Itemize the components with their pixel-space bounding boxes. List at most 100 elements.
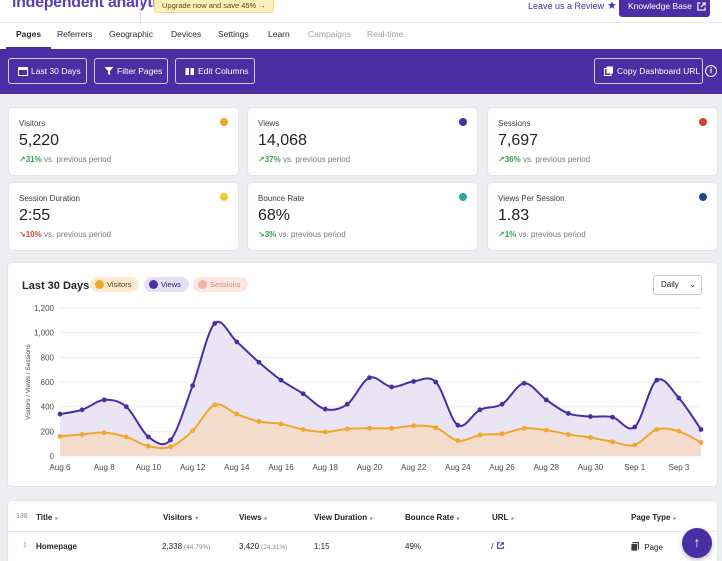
stat-comparison: ↘10% vs. previous period	[19, 230, 111, 239]
columns-icon	[185, 68, 194, 75]
column-header-page-type[interactable]: Page Type ▸	[631, 513, 676, 522]
tab-learn[interactable]: Learn	[268, 29, 290, 39]
stat-change: 3%	[264, 230, 277, 239]
info-icon[interactable]: i	[705, 65, 717, 77]
tab-campaigns[interactable]: Campaigns	[308, 29, 351, 39]
knowledge-base-label: Knowledge Base	[628, 1, 692, 11]
views-point	[256, 359, 262, 365]
stat-change: 10%	[25, 230, 42, 239]
tab-devices[interactable]: Devices	[171, 29, 202, 39]
leave-review-link[interactable]: Leave us a Review ★	[528, 0, 617, 12]
visitors-point	[322, 429, 328, 435]
x-tick-label: Sep 3	[668, 463, 689, 472]
page-title-cell[interactable]: Homepage	[36, 542, 77, 551]
visitors-point	[123, 434, 129, 440]
star-icon: ★	[607, 0, 617, 12]
x-tick-label: Aug 26	[489, 463, 515, 472]
y-tick-label: 600	[41, 378, 55, 387]
column-header-view-duration[interactable]: View Duration ▸	[314, 513, 373, 522]
knowledge-base-button[interactable]: Knowledge Base	[619, 0, 710, 17]
x-tick-label: Sep 1	[624, 463, 645, 472]
views-point	[610, 414, 615, 420]
column-header-title[interactable]: Title ▸	[36, 513, 58, 522]
stat-change: 36%	[504, 155, 521, 164]
page-type-value: Page	[644, 543, 663, 552]
stat-value: 14,068	[258, 132, 307, 149]
legend-views[interactable]: Views	[144, 277, 189, 292]
visitors-point	[389, 425, 394, 431]
views-value: 3,420	[239, 542, 260, 551]
interval-select[interactable]: Daily ⌄	[653, 275, 702, 295]
views-point	[123, 404, 129, 410]
stat-card-sessions: Sessions 7,697 ↗36% vs. previous period	[488, 108, 717, 175]
edit-columns-button[interactable]: Edit Columns	[175, 58, 255, 84]
visitors-point	[190, 428, 196, 434]
stat-comparison: ↗1% vs. previous period	[498, 230, 586, 239]
header-label: Page Type	[631, 513, 671, 522]
views-point	[234, 339, 240, 345]
filter-pages-label: Filter Pages	[117, 66, 163, 76]
column-header-url[interactable]: URL ▸	[492, 513, 514, 522]
legend-dot	[149, 280, 158, 289]
x-tick-label: Aug 8	[94, 463, 115, 472]
review-label: Leave us a Review	[528, 1, 605, 11]
column-header-bounce-rate[interactable]: Bounce Rate ▸	[405, 513, 460, 522]
stat-label: Sessions	[498, 119, 531, 128]
column-header-visitors[interactable]: Visitors ▾	[163, 513, 198, 522]
views-point	[455, 422, 461, 428]
upgrade-banner[interactable]: Upgrade now and save 45% →	[154, 0, 274, 13]
tab-referrers[interactable]: Referrers	[57, 29, 93, 39]
scroll-to-top-button[interactable]: ↑	[682, 528, 712, 558]
visitors-point	[455, 438, 461, 443]
visitors-point	[654, 427, 660, 432]
tab-settings[interactable]: Settings	[218, 29, 249, 39]
url-cell[interactable]: /	[491, 542, 505, 551]
stat-label: Views Per Session	[498, 194, 565, 203]
legend-label: Visitors	[107, 280, 132, 289]
arrow-up-icon: ↑	[693, 534, 701, 550]
column-header-views[interactable]: Views ▸	[239, 513, 268, 522]
visitors-point	[499, 431, 505, 437]
legend-sessions[interactable]: Sessions	[193, 277, 249, 292]
stat-value: 2:55	[19, 207, 51, 224]
trend-up-icon: ↗	[498, 230, 505, 239]
filter-pages-button[interactable]: Filter Pages	[94, 58, 168, 84]
logo[interactable]: independent analytics	[12, 0, 174, 11]
header-label: URL	[492, 513, 509, 522]
sort-desc-icon: ▾	[195, 516, 199, 522]
logo-divider	[140, 0, 141, 22]
line-chart: 0 200 400 600 800 1,000 1,200 Aug 6 Aug 8 Aug 10 A…	[25, 304, 704, 472]
legend-label: Views	[161, 280, 181, 289]
stat-comparison: ↗37% vs. previous period	[258, 155, 350, 164]
y-axis-label: Visitors / Views / Sessions	[25, 343, 32, 419]
external-link-icon[interactable]	[497, 542, 505, 549]
bounce-cell: 49%	[405, 542, 422, 551]
visitors-point	[411, 423, 417, 429]
views-point	[676, 395, 682, 401]
duration-cell: 1:15	[314, 542, 330, 551]
stat-compare-text: vs. previous period	[282, 155, 351, 164]
stat-value: 68%	[258, 207, 291, 224]
y-tick-label: 1,000	[34, 329, 55, 338]
tab-real-time[interactable]: Real-time	[367, 29, 404, 39]
stat-label: Visitors	[19, 119, 46, 128]
filter-icon	[104, 67, 114, 75]
url-value: /	[491, 542, 494, 551]
copy-dashboard-url-button[interactable]: Copy Dashboard URL	[594, 58, 703, 84]
x-tick-label: Aug 18	[313, 463, 339, 472]
stat-value: 7,697	[498, 132, 539, 149]
stat-card-views-per-session: Views Per Session 1.83 ↗1% vs. previous …	[488, 183, 717, 250]
sort-icon: ▸	[370, 516, 374, 522]
x-tick-label: Aug 20	[357, 463, 383, 472]
date-range-button[interactable]: Last 30 Days	[8, 58, 87, 84]
visitors-point	[79, 432, 85, 437]
visitors-point	[101, 430, 107, 435]
visitors-point	[234, 411, 240, 417]
visitors-point	[610, 439, 615, 445]
x-tick-label: Aug 30	[578, 463, 604, 472]
tab-geographic[interactable]: Geographic	[109, 29, 153, 39]
legend-visitors[interactable]: Visitors	[90, 277, 140, 292]
row-index: 1	[23, 542, 27, 549]
visitors-percent: (44.79%)	[184, 544, 211, 551]
tab-pages[interactable]: Pages	[6, 23, 52, 49]
